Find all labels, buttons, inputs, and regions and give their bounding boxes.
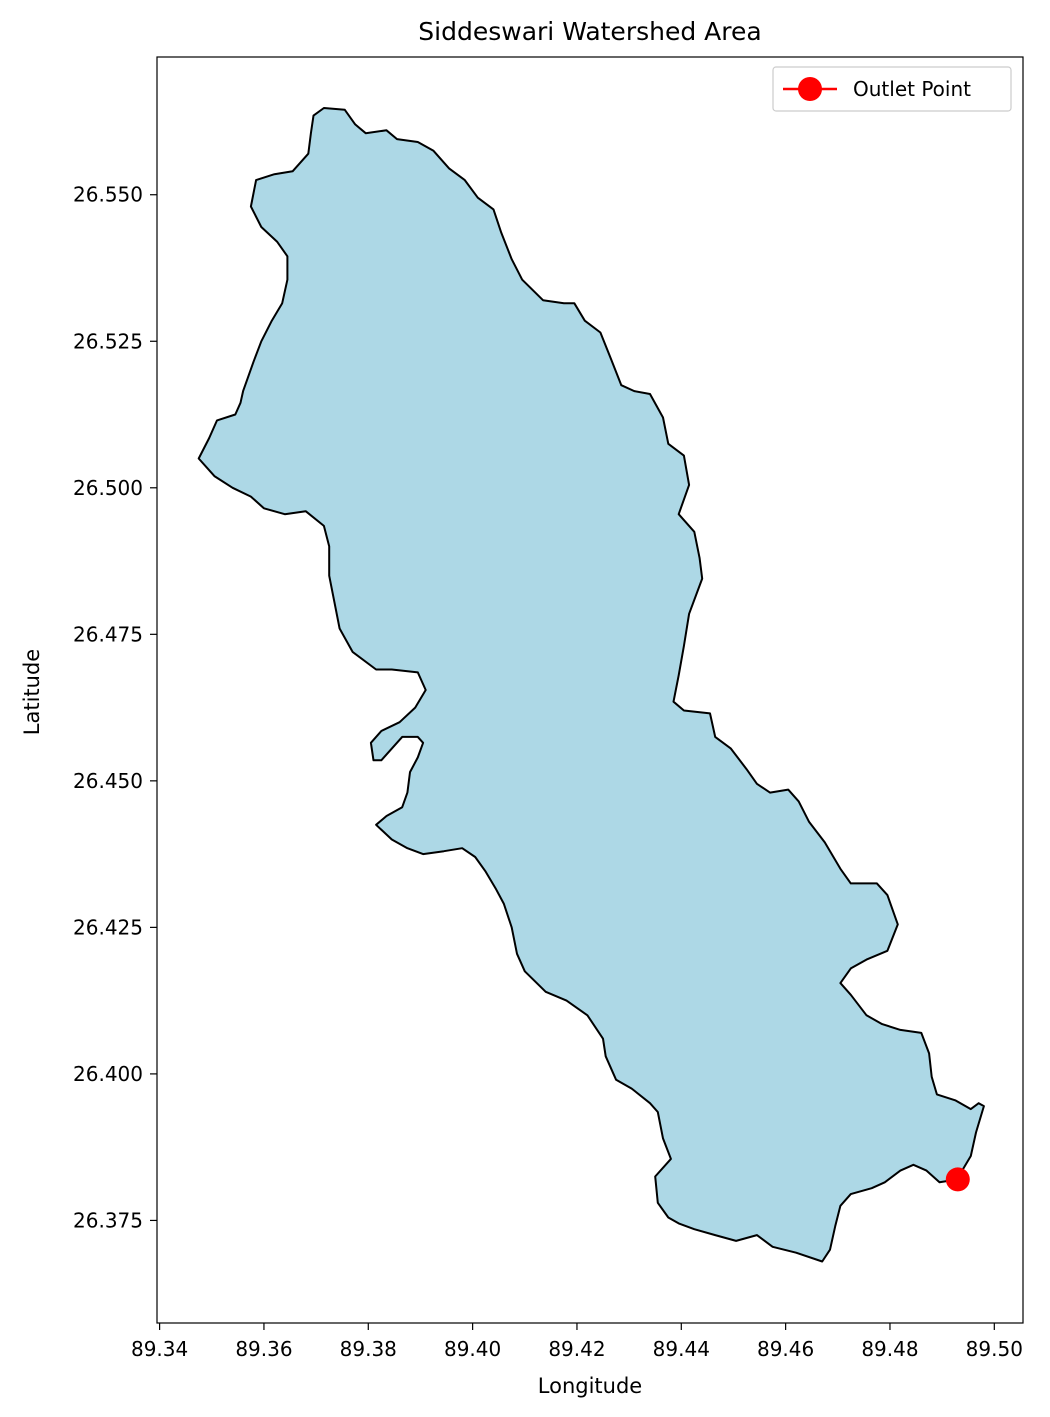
x-tick-label: 89.48: [861, 1337, 918, 1361]
x-axis: 89.34 89.36 89.38 89.40 89.42 89.44 89.46 89.48…: [131, 1323, 1023, 1361]
y-tick-label: 26.550: [73, 183, 143, 207]
y-tick-label: 26.500: [73, 476, 143, 500]
legend-box: [772, 66, 1012, 112]
x-tick-label: 89.46: [757, 1337, 814, 1361]
x-tick-label: 89.34: [131, 1337, 188, 1361]
legend-point-marker: [798, 77, 822, 101]
x-tick-label: 89.42: [548, 1337, 605, 1361]
x-tick-label: 89.40: [444, 1337, 501, 1361]
x-tick-label: 89.44: [653, 1337, 710, 1361]
x-axis-label: Longitude: [538, 1374, 642, 1398]
outlet-point: [945, 1167, 970, 1192]
legend-label: Outlet Point: [853, 77, 971, 101]
y-tick-label: 26.375: [73, 1208, 143, 1232]
x-tick-label: 89.36: [235, 1337, 292, 1361]
x-tick-label: 89.38: [340, 1337, 397, 1361]
plot-frame: [156, 56, 1024, 1324]
y-tick-label: 26.425: [73, 915, 143, 939]
y-tick-label: 26.525: [73, 329, 143, 353]
y-tick-label: 26.450: [73, 769, 143, 793]
chart-title: Siddeswari Watershed Area: [418, 17, 761, 46]
plot-area: [156, 56, 1024, 1324]
watershed-polygon: [197, 107, 985, 1263]
y-tick-label: 26.400: [73, 1062, 143, 1086]
legend: Outlet Point: [772, 66, 1012, 112]
y-tick-label: 26.475: [73, 622, 143, 646]
y-axis: 26.375 26.400 26.425 26.450 26.475 26.500 26.5…: [73, 183, 157, 1232]
y-axis-label: Latitude: [20, 649, 44, 735]
x-tick-label: 89.50: [966, 1337, 1023, 1361]
